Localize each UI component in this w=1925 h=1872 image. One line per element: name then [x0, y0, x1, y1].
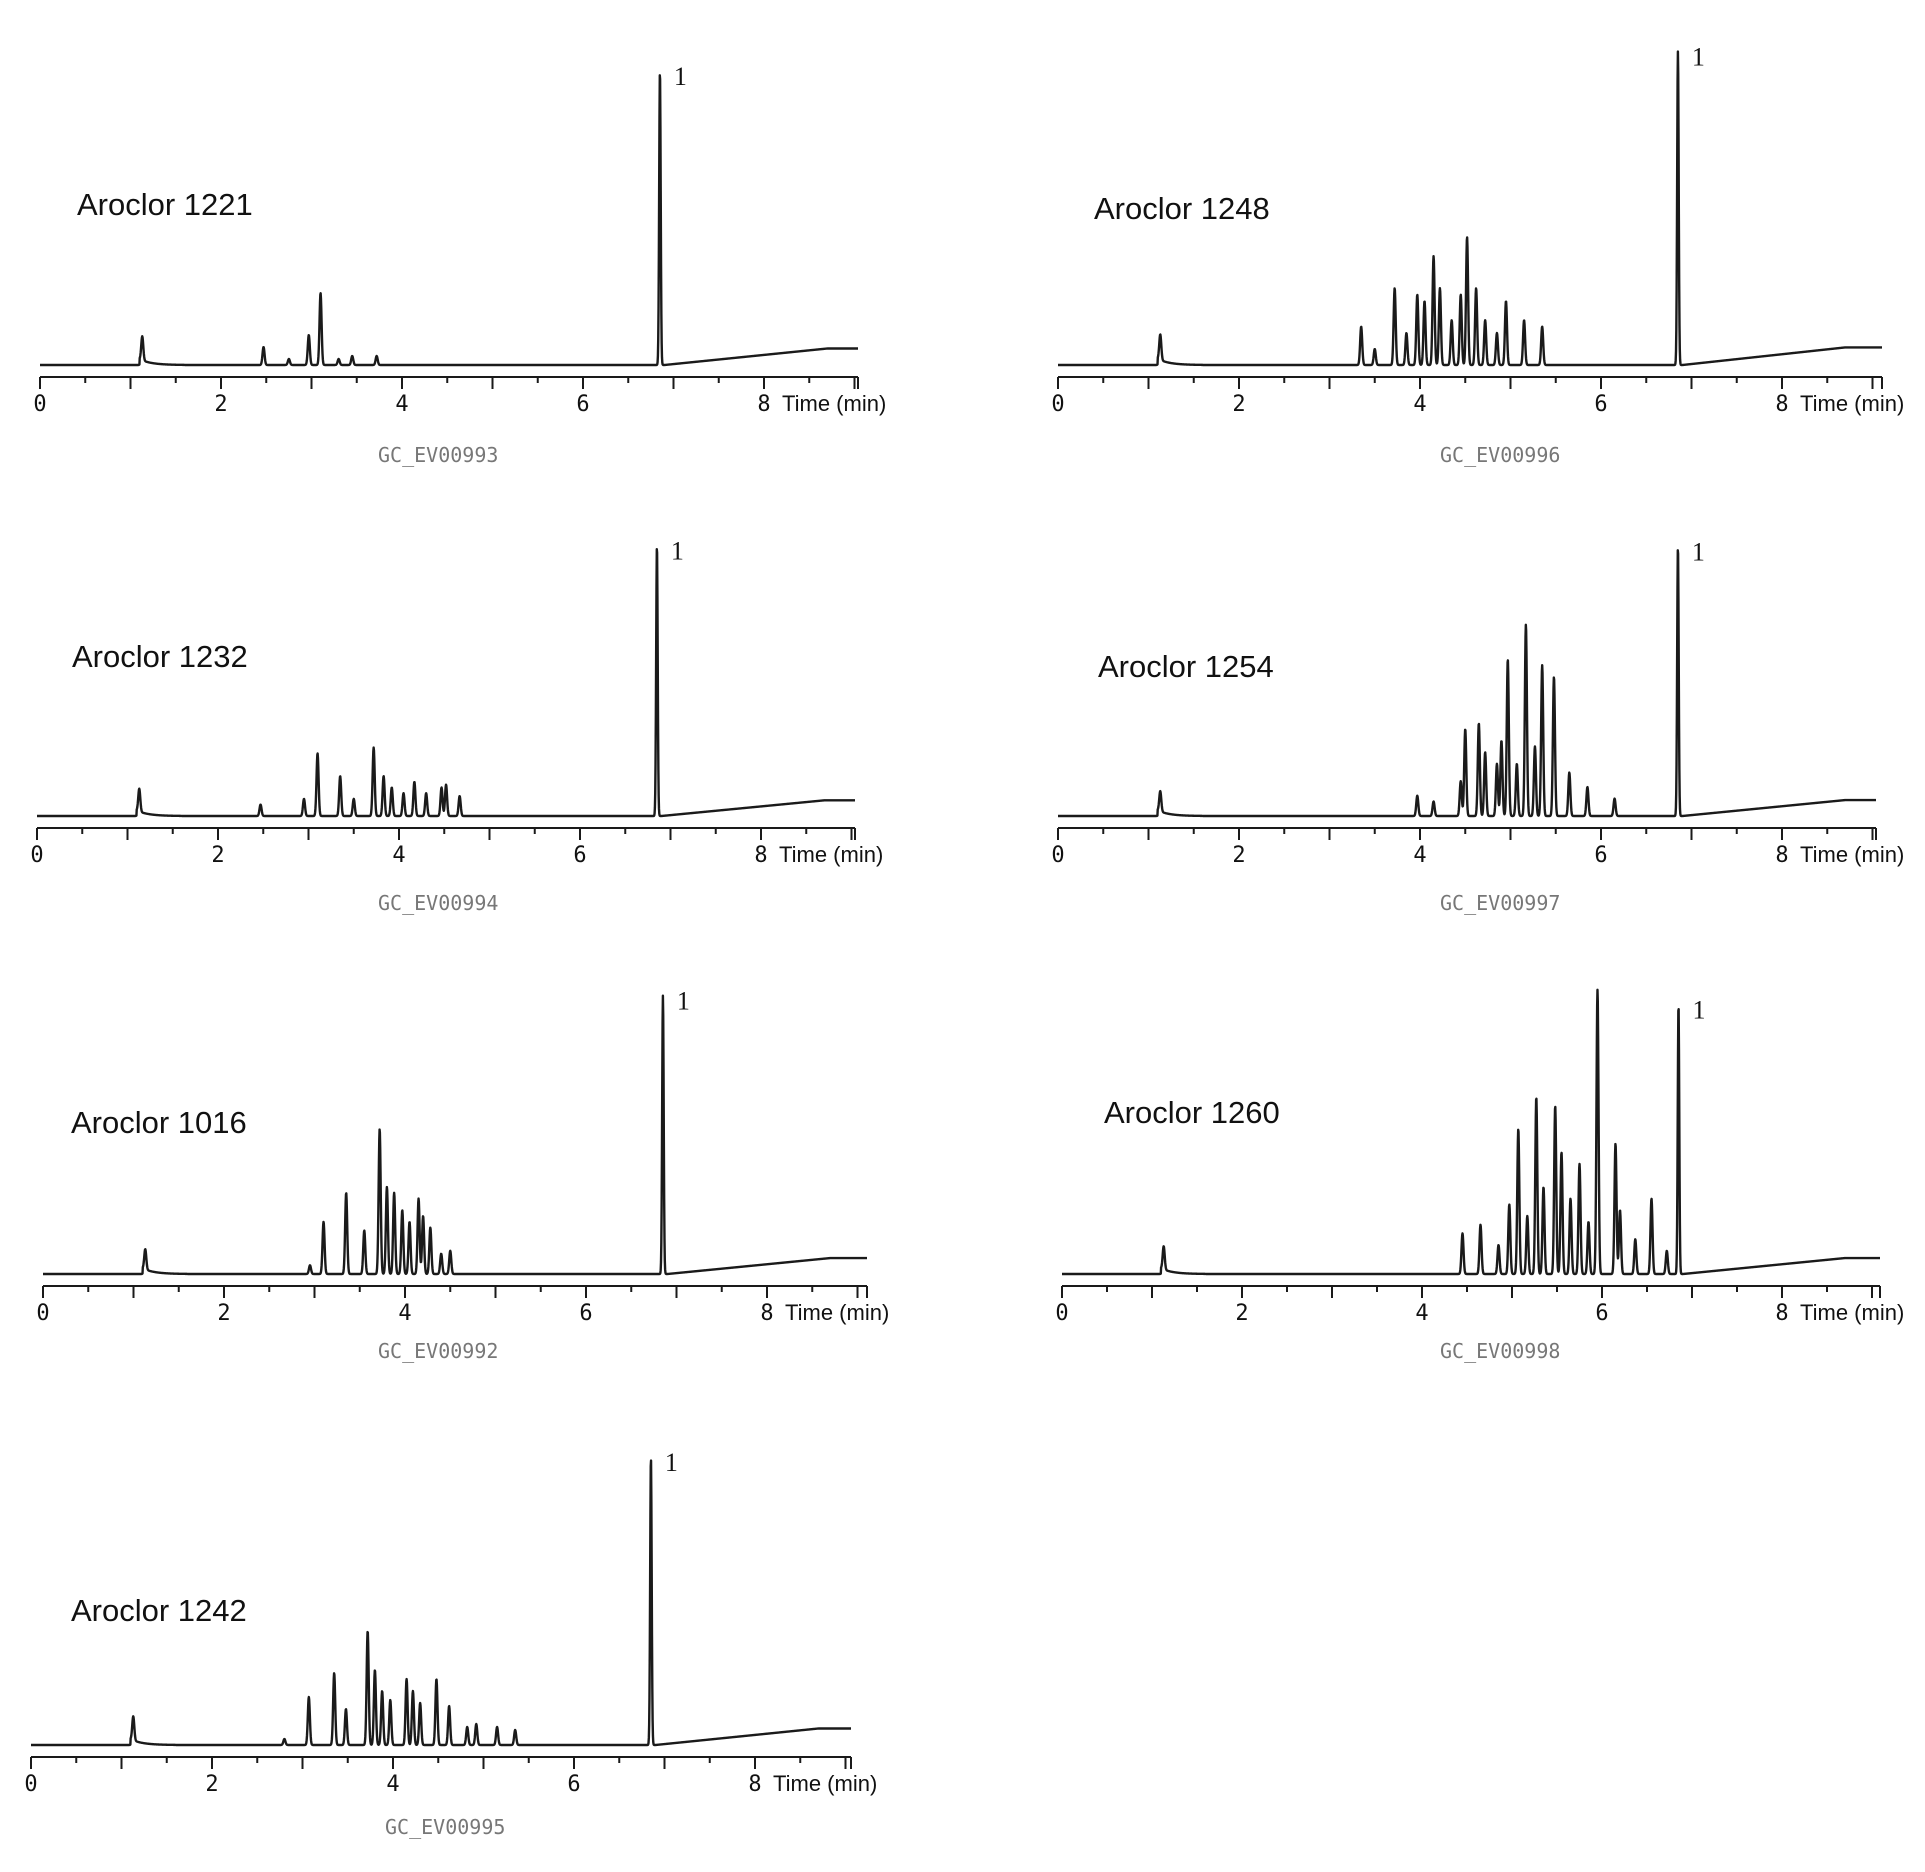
chromatogram-panel: 0 2 4 6 8 Time (min) Aroclor 1232 GC_EV00994 1: [30, 536, 883, 915]
x-tick-label: 0: [1051, 843, 1064, 868]
chromatogram-panel: 0 2 4 6 8 Time (min) Aroclor 1242 GC_EV00995 1: [24, 1448, 877, 1839]
panel-code: GC_EV00998: [1440, 1339, 1560, 1363]
chromatogram-panel: 0 2 4 6 8 Time (min) Aroclor 1016 GC_EV00992 1: [36, 987, 889, 1363]
chromatogram-trace: [39, 74, 859, 367]
x-tick-label: 6: [567, 1772, 580, 1797]
x-tick-label: 8: [757, 392, 770, 417]
panel-title: Aroclor 1254: [1098, 649, 1274, 684]
x-axis-title: Time (min): [779, 842, 883, 867]
panel-title: Aroclor 1260: [1104, 1095, 1280, 1130]
x-tick-label: 8: [1775, 1301, 1788, 1326]
x-tick-label: 6: [579, 1301, 592, 1326]
x-tick-label: 2: [205, 1772, 218, 1797]
panel-title: Aroclor 1221: [77, 187, 253, 222]
x-axis-title: Time (min): [1800, 391, 1904, 416]
x-tick-label: 8: [760, 1301, 773, 1326]
x-tick-label: 6: [576, 392, 589, 417]
chromatogram-trace: [1061, 988, 1881, 1276]
reference-peak-label: 1: [674, 62, 687, 91]
x-tick-label: 4: [395, 392, 408, 417]
chromatogram-trace: [30, 1459, 852, 1747]
chromatogram-trace: [1057, 549, 1877, 818]
chromatogram-panel: 0 2 4 6 8 Time (min) Aroclor 1260 GC_EV00998 1: [1055, 988, 1904, 1363]
x-tick-label: 0: [24, 1772, 37, 1797]
panel-title: Aroclor 1232: [72, 639, 248, 674]
panel-title: Aroclor 1242: [71, 1593, 247, 1628]
x-tick-label: 4: [1413, 843, 1426, 868]
x-tick-label: 6: [1595, 1301, 1608, 1326]
chromatogram-panel: 0 2 4 6 8 Time (min) Aroclor 1254 GC_EV00997 1: [1051, 537, 1904, 915]
x-tick-label: 6: [1594, 392, 1607, 417]
x-tick-label: 2: [1235, 1301, 1248, 1326]
x-tick-label: 4: [1415, 1301, 1428, 1326]
x-tick-label: 4: [398, 1301, 411, 1326]
x-tick-label: 8: [1775, 843, 1788, 868]
reference-peak-label: 1: [665, 1448, 678, 1477]
reference-peak-label: 1: [1692, 42, 1705, 71]
panel-code: GC_EV00993: [378, 443, 498, 467]
x-tick-label: 0: [36, 1301, 49, 1326]
x-tick-label: 4: [392, 843, 405, 868]
x-tick-label: 2: [217, 1301, 230, 1326]
chromatogram-trace: [36, 548, 856, 818]
x-tick-label: 2: [1232, 392, 1245, 417]
x-tick-label: 4: [386, 1772, 399, 1797]
x-tick-label: 6: [573, 843, 586, 868]
chromatogram-panel: 0 2 4 6 8 Time (min) Aroclor 1248 GC_EV00996 1: [1051, 42, 1904, 467]
x-tick-label: 0: [1055, 1301, 1068, 1326]
reference-peak-label: 1: [1693, 995, 1706, 1024]
panel-code: GC_EV00994: [378, 891, 498, 915]
x-tick-label: 2: [214, 392, 227, 417]
panel-code: GC_EV00997: [1440, 891, 1560, 915]
reference-peak-label: 1: [671, 536, 684, 565]
chromatogram-trace: [42, 994, 868, 1276]
x-tick-label: 2: [211, 843, 224, 868]
x-tick-label: 8: [748, 1772, 761, 1797]
panel-code: GC_EV00995: [385, 1815, 505, 1839]
chromatogram-trace: [1057, 50, 1883, 367]
x-axis-title: Time (min): [773, 1771, 877, 1796]
panel-title: Aroclor 1016: [71, 1105, 247, 1140]
x-tick-label: 6: [1594, 843, 1607, 868]
x-tick-label: 4: [1413, 392, 1426, 417]
chromatogram-panel: 0 2 4 6 8 Time (min) Aroclor 1221 GC_EV00993 1: [33, 62, 886, 467]
x-axis-title: Time (min): [785, 1300, 889, 1325]
x-tick-label: 0: [30, 843, 43, 868]
x-tick-label: 0: [33, 392, 46, 417]
panel-code: GC_EV00996: [1440, 443, 1560, 467]
panel-title: Aroclor 1248: [1094, 191, 1270, 226]
x-axis-title: Time (min): [1800, 842, 1904, 867]
x-tick-label: 0: [1051, 392, 1064, 417]
reference-peak-label: 1: [1692, 537, 1705, 566]
x-axis-title: Time (min): [782, 391, 886, 416]
panel-code: GC_EV00992: [378, 1339, 498, 1363]
x-tick-label: 2: [1232, 843, 1245, 868]
reference-peak-label: 1: [677, 987, 690, 1016]
x-axis-title: Time (min): [1800, 1300, 1904, 1325]
x-tick-label: 8: [754, 843, 767, 868]
x-tick-label: 8: [1775, 392, 1788, 417]
